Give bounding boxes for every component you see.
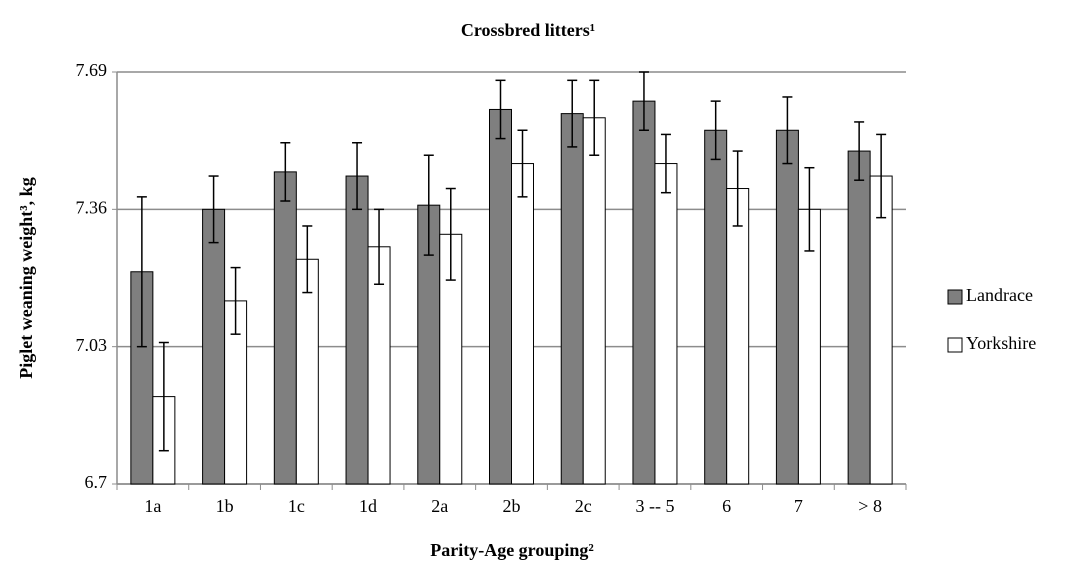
- y-tick-label: 7.69: [76, 60, 108, 80]
- x-tick-label: 1d: [359, 496, 377, 516]
- bar: [726, 188, 750, 485]
- legend-label: Landrace: [966, 285, 1033, 305]
- y-tick-label: 7.03: [76, 335, 108, 355]
- bar: [869, 175, 893, 485]
- x-tick-label: > 8: [858, 496, 882, 516]
- x-axis-label: Parity-Age grouping²: [430, 540, 594, 560]
- x-tick-label: 3 -- 5: [635, 496, 674, 516]
- y-tick-label: 7.36: [76, 197, 108, 217]
- bar: [273, 171, 297, 485]
- bar: [632, 100, 656, 485]
- bar: [847, 150, 871, 485]
- bar: [775, 129, 799, 485]
- bar: [202, 208, 226, 485]
- y-tick-label: 6.7: [85, 472, 108, 492]
- bar: [511, 163, 534, 485]
- bar: [345, 175, 369, 485]
- bar: [704, 129, 728, 485]
- bar: [560, 113, 584, 485]
- x-tick-label: 1b: [216, 496, 234, 516]
- legend-label: Yorkshire: [966, 333, 1036, 353]
- bar: [582, 117, 606, 485]
- bar: [489, 108, 512, 485]
- legend-swatch: [947, 289, 963, 305]
- y-axis-label: Piglet weaning weight³, kg: [16, 177, 36, 378]
- chart-title: Crossbred litters¹: [461, 20, 595, 40]
- x-tick-label: 2a: [431, 496, 448, 516]
- legend-swatch: [947, 337, 963, 353]
- x-tick-label: 2c: [575, 496, 592, 516]
- bar: [654, 163, 678, 485]
- x-tick-label: 6: [722, 496, 731, 516]
- x-tick-label: 7: [794, 496, 803, 516]
- x-tick-label: 2b: [503, 496, 521, 516]
- x-tick-label: 1c: [288, 496, 305, 516]
- x-tick-label: 1a: [144, 496, 161, 516]
